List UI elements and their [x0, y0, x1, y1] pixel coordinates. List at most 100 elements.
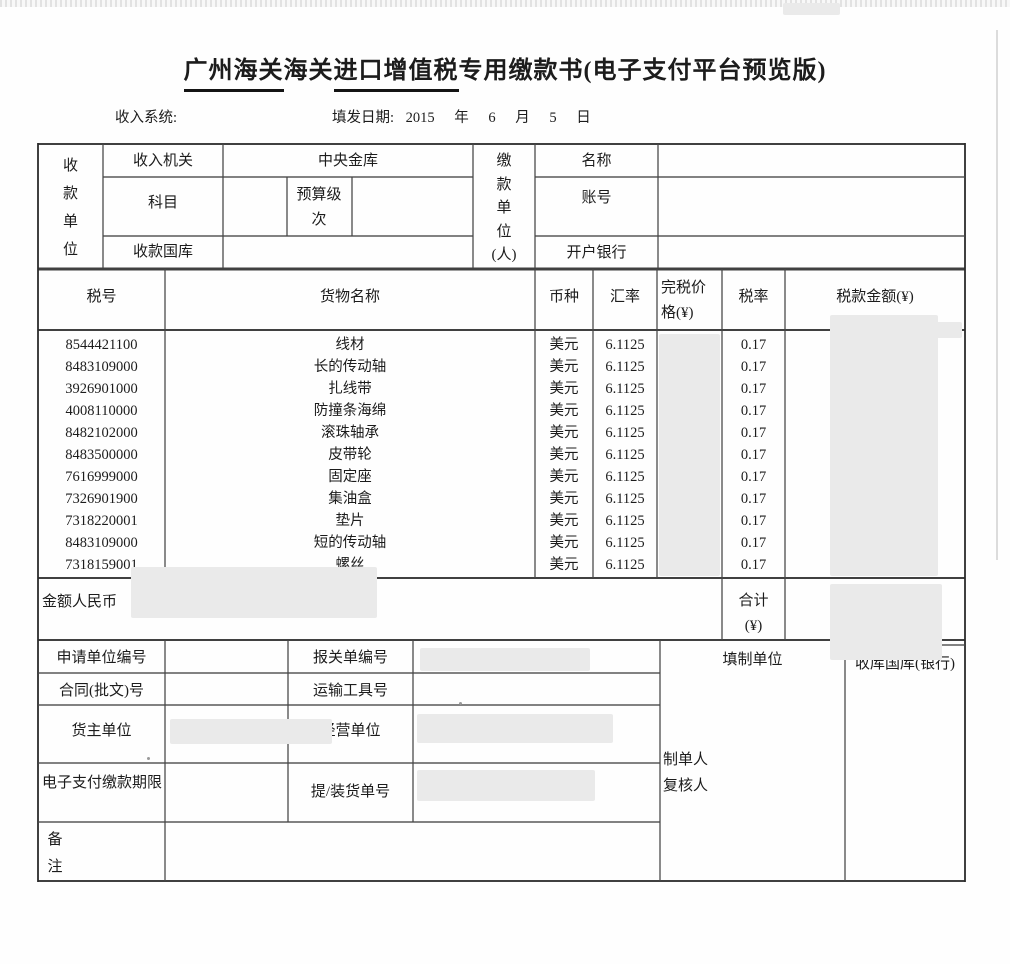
maker-label: 制单人 [663, 752, 709, 768]
payee-vertical-label: 收 款 单 位 [38, 152, 103, 264]
year-unit: 年 [454, 110, 469, 126]
epay-deadline-label: 电子支付缴款期限 [41, 775, 162, 791]
cell-exchange-rate: 6.1125 [605, 491, 645, 507]
cell-currency: 美元 [549, 469, 579, 485]
cell-currency: 美元 [549, 381, 579, 397]
redaction-tax-amounts [830, 315, 938, 576]
cell-exchange-rate: 6.1125 [605, 513, 645, 529]
scan-smudge [783, 3, 840, 15]
cell-tax-no: 8483109000 [65, 359, 138, 375]
goods-row: 8482102000 滚珠轴承 美元 6.1125 0.17 [38, 422, 965, 444]
issue-date-label: 填发日期: [332, 110, 395, 126]
title-mid: 海关 [283, 58, 334, 84]
payee-char: 单 [62, 214, 78, 230]
cell-currency: 美元 [549, 337, 579, 353]
income-system-label: 收入系统: [115, 110, 178, 126]
operator-unit-label: 经营单位 [320, 723, 381, 739]
redaction-declaration-no [420, 648, 590, 671]
payer-char: 缴 [496, 153, 512, 169]
cell-name: 防撞条海绵 [313, 403, 387, 419]
issue-year: 2015 [405, 110, 435, 126]
cell-exchange-rate: 6.1125 [605, 381, 645, 397]
cell-tax-no: 8482102000 [65, 425, 138, 441]
cell-name: 固定座 [328, 469, 372, 485]
redaction-operator-unit [417, 714, 613, 743]
title-suffix: 专用缴款书(电子支付平台预览版) [458, 58, 827, 84]
page-edge-line [996, 30, 998, 560]
treasury-label: 收款国库 [132, 244, 193, 260]
cell-currency: 美元 [549, 513, 579, 529]
payee-char: 款 [62, 186, 78, 202]
cell-currency: 美元 [549, 425, 579, 441]
redaction-amount-in-words [131, 567, 377, 618]
declaration-no-label: 报关单编号 [312, 650, 388, 666]
goods-row: 8483500000 皮带轮 美元 6.1125 0.17 [38, 444, 965, 466]
cell-currency: 美元 [549, 359, 579, 375]
redaction-tax-amounts-edge [902, 322, 962, 338]
cell-tax-no: 7318159001 [65, 557, 138, 573]
cell-tax-no: 8483109000 [65, 535, 138, 551]
cell-tax-rate: 0.17 [740, 381, 767, 397]
transport-no-label: 运输工具号 [312, 683, 388, 699]
cell-tax-no: 8544421100 [65, 337, 138, 353]
redaction-total-amount [830, 584, 942, 660]
cell-exchange-rate: 6.1125 [605, 469, 645, 485]
scan-speck [147, 757, 150, 760]
cell-name: 扎线带 [328, 381, 372, 397]
scan-speck [459, 702, 462, 705]
redaction-dutiable-values [659, 334, 720, 576]
cell-tax-rate: 0.17 [740, 535, 767, 551]
cell-currency: 美元 [549, 557, 579, 573]
subject-label: 科目 [147, 195, 178, 211]
cell-tax-rate: 0.17 [740, 403, 767, 419]
cell-tax-rate: 0.17 [740, 425, 767, 441]
payer-char: 位 [496, 223, 512, 240]
month-unit: 月 [515, 110, 530, 126]
cell-tax-no: 7616999000 [65, 469, 138, 485]
remark-char: 备 [47, 832, 63, 848]
redaction-lading-no [417, 770, 595, 801]
cell-tax-rate: 0.17 [740, 447, 767, 463]
cell-currency: 美元 [549, 447, 579, 463]
goods-row: 8544421100 线材 美元 6.1125 0.17 [38, 334, 965, 356]
total-unit: (¥) [744, 618, 763, 634]
cell-tax-no: 4008110000 [65, 403, 138, 419]
cell-tax-rate: 0.17 [740, 491, 767, 507]
budget-level-label: 预算级次 [296, 187, 342, 228]
redaction-owner-unit [170, 719, 332, 744]
contract-no-label: 合同(批文)号 [59, 683, 144, 699]
cell-exchange-rate: 6.1125 [605, 359, 645, 375]
cell-exchange-rate: 6.1125 [605, 447, 645, 463]
header-exchange-rate: 汇率 [609, 289, 640, 305]
issue-month: 6 [488, 110, 496, 126]
payer-char: (人) [491, 247, 517, 263]
goods-row: 7326901900 集油盒 美元 6.1125 0.17 [38, 488, 965, 510]
cell-name: 垫片 [335, 513, 365, 529]
header-tax-amount: 税款金额(¥) [836, 289, 914, 305]
receiving-treasury-label: 收库国库(银行) [855, 656, 955, 672]
cell-currency: 美元 [549, 491, 579, 507]
payer-bank-label: 开户银行 [566, 245, 627, 261]
tax-type: 进口增值税 [333, 58, 459, 92]
amount-in-rmb-label: 金额人民币 [42, 594, 118, 610]
cell-tax-no: 8483500000 [65, 447, 138, 463]
cell-currency: 美元 [549, 535, 579, 551]
cell-exchange-rate: 6.1125 [605, 403, 645, 419]
header-tax-no: 税号 [86, 289, 117, 305]
header-goods-name: 货物名称 [319, 289, 380, 305]
payer-account-label: 账号 [581, 190, 612, 206]
income-agency-label: 收入机关 [132, 153, 193, 169]
cell-exchange-rate: 6.1125 [605, 535, 645, 551]
payee-char: 收 [62, 158, 78, 174]
issue-day: 5 [549, 110, 557, 126]
cell-exchange-rate: 6.1125 [605, 425, 645, 441]
form-title: 广州海关海关进口增值税专用缴款书(电子支付平台预览版) [0, 50, 1010, 92]
cell-name: 线材 [335, 337, 365, 353]
cell-tax-no: 7326901900 [65, 491, 138, 507]
scan-noise-band [0, 0, 1010, 7]
payer-char: 款 [496, 176, 512, 193]
cell-tax-no: 3926901000 [65, 381, 138, 397]
cell-name: 皮带轮 [328, 447, 372, 463]
